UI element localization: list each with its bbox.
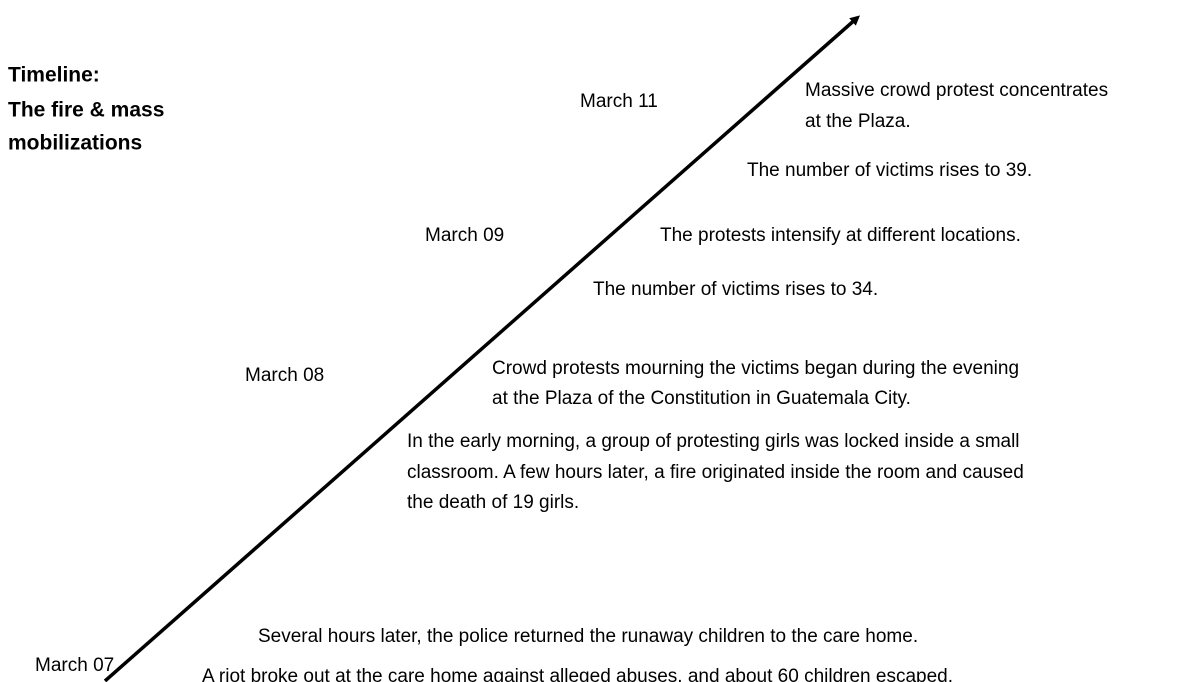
- event-text: A riot broke out at the care home agains…: [202, 666, 953, 682]
- event-text: the death of 19 girls.: [407, 492, 579, 513]
- event-text: In the early morning, a group of protest…: [407, 431, 1020, 452]
- title-line: Timeline:: [8, 64, 100, 87]
- title-line: The fire & mass: [8, 99, 164, 122]
- timeline-arrow: [103, 15, 861, 682]
- event-text: Massive crowd protest concentrates: [805, 80, 1108, 101]
- date-label: March 07: [35, 655, 114, 676]
- event-text: The number of victims rises to 39.: [747, 160, 1032, 181]
- date-label: March 11: [580, 91, 658, 112]
- event-text: Crowd protests mourning the victims bega…: [492, 358, 1019, 379]
- event-text: Several hours later, the police returned…: [258, 626, 918, 647]
- event-text: The number of victims rises to 34.: [593, 279, 878, 300]
- date-label: March 09: [425, 225, 504, 246]
- title-line: mobilizations: [8, 132, 142, 155]
- event-text: The protests intensify at different loca…: [660, 225, 1021, 246]
- date-label: March 08: [245, 365, 324, 386]
- event-text: at the Plaza of the Constitution in Guat…: [492, 388, 911, 409]
- event-text: at the Plaza.: [805, 111, 911, 132]
- event-text: classroom. A few hours later, a fire ori…: [407, 462, 1024, 483]
